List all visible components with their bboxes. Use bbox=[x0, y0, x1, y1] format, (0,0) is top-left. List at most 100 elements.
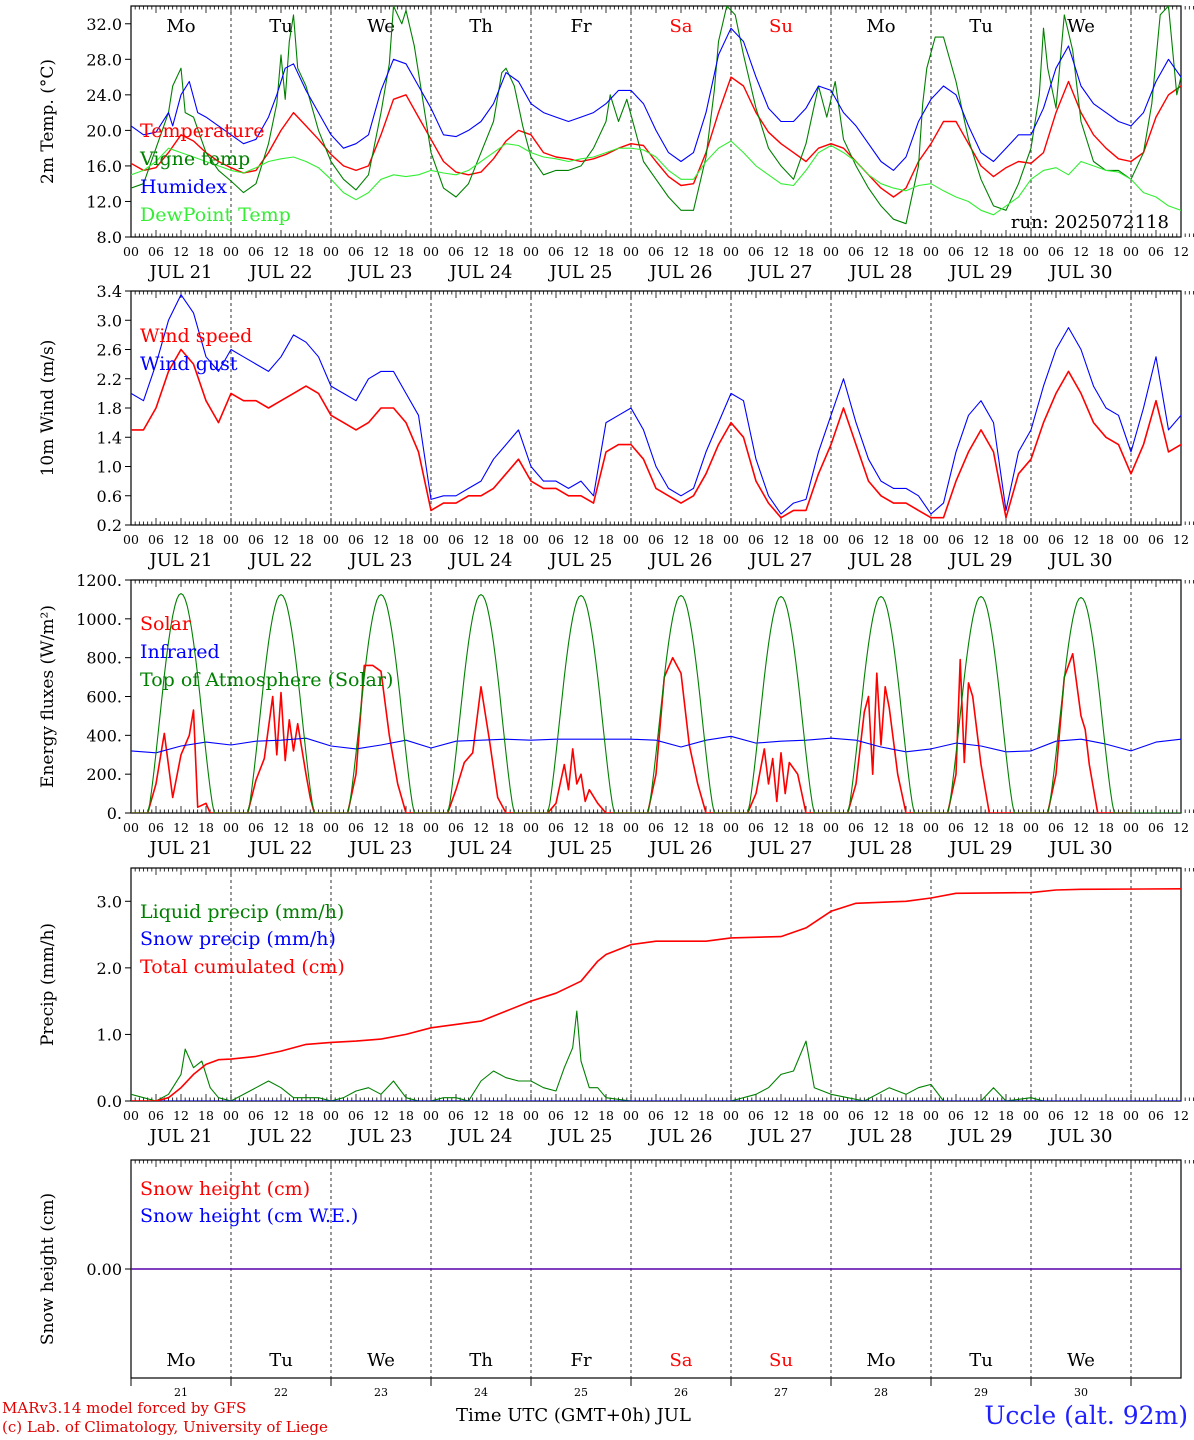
hour-tick-label: 06 bbox=[248, 820, 264, 835]
date-label: JUL 27 bbox=[748, 262, 813, 283]
hour-tick-label: 00 bbox=[123, 1108, 139, 1123]
hour-tick-label: 18 bbox=[298, 820, 314, 835]
date-label: JUL 22 bbox=[248, 838, 313, 859]
date-label: JUL 25 bbox=[548, 838, 613, 859]
y-axis-title: Energy fluxes (W/m²) bbox=[38, 605, 58, 788]
hour-tick-label: 00 bbox=[223, 820, 239, 835]
weekday-label: Tu bbox=[269, 1350, 293, 1371]
hour-tick-label: 06 bbox=[948, 244, 964, 259]
date-label: JUL 26 bbox=[648, 550, 713, 571]
hour-tick-label: 00 bbox=[823, 532, 839, 547]
y-axis-title: Snow height (cm) bbox=[38, 1193, 58, 1345]
weekday-label: Tu bbox=[969, 16, 993, 37]
panel-frame bbox=[130, 5, 1182, 238]
y-tick-label: 2.2 bbox=[97, 370, 122, 389]
hour-tick-label: 00 bbox=[423, 820, 439, 835]
hour-tick-label: 12 bbox=[773, 244, 789, 259]
credit-line-2: (c) Lab. of Climatology, University of L… bbox=[2, 1418, 328, 1436]
date-label: JUL 24 bbox=[448, 550, 513, 571]
y-tick-label: 8.0 bbox=[97, 228, 122, 247]
y-tick-label: 1.0 bbox=[97, 1025, 122, 1044]
hour-tick-label: 06 bbox=[548, 532, 564, 547]
hour-tick-label: 00 bbox=[1123, 820, 1139, 835]
date-label: JUL 29 bbox=[948, 550, 1013, 571]
series-line-infrared bbox=[131, 735, 1181, 754]
hour-tick-label: 18 bbox=[998, 532, 1014, 547]
series-line-solar bbox=[131, 653, 1131, 813]
hour-tick-label: 00 bbox=[123, 244, 139, 259]
hour-tick-label: 12 bbox=[373, 1108, 389, 1123]
date-label: JUL 23 bbox=[348, 262, 413, 283]
date-label: JUL 22 bbox=[248, 1126, 313, 1147]
hour-tick-label: 12 bbox=[473, 532, 489, 547]
hour-tick-label: 18 bbox=[498, 820, 514, 835]
series-line-dewpoint-temp bbox=[131, 140, 1181, 216]
hour-tick-label: 06 bbox=[848, 1108, 864, 1123]
legend-entry: Top of Atmosphere (Solar) bbox=[140, 669, 393, 691]
y-tick-label: 400. bbox=[86, 726, 122, 745]
hour-tick-label: 18 bbox=[898, 244, 914, 259]
hour-tick-label: 12 bbox=[273, 1108, 289, 1123]
hour-tick-label: 00 bbox=[1123, 244, 1139, 259]
legend-entry: Humidex bbox=[140, 176, 227, 198]
hour-tick-label: 12 bbox=[973, 244, 989, 259]
weekday-label: Su bbox=[769, 16, 793, 37]
hour-tick-label: 18 bbox=[598, 244, 614, 259]
hour-tick-label: 18 bbox=[498, 532, 514, 547]
y-tick-label: 32.0 bbox=[86, 15, 122, 34]
hour-tick-label: 00 bbox=[523, 820, 539, 835]
hour-tick-label: 06 bbox=[548, 1108, 564, 1123]
y-tick-label: 800. bbox=[86, 649, 122, 668]
y-tick-label: 0. bbox=[107, 804, 122, 823]
weekday-label: We bbox=[367, 16, 395, 37]
weekday-label: We bbox=[1067, 1350, 1095, 1371]
date-label: JUL 30 bbox=[1048, 550, 1113, 571]
legend-entry: Snow height (cm) bbox=[140, 1178, 310, 1200]
run-annotation: run: 2025072118 bbox=[1011, 212, 1169, 233]
legend-entry: Snow height (cm W.E.) bbox=[140, 1205, 358, 1227]
weekday-label: We bbox=[1067, 16, 1095, 37]
y-tick-label: 1.8 bbox=[97, 399, 122, 418]
date-label: JUL 26 bbox=[648, 1126, 713, 1147]
hour-tick-label: 12 bbox=[573, 244, 589, 259]
hour-tick-label: 18 bbox=[998, 820, 1014, 835]
date-label: JUL 27 bbox=[748, 550, 813, 571]
hour-tick-label: 06 bbox=[1048, 820, 1064, 835]
hour-tick-label: 06 bbox=[148, 820, 164, 835]
y-tick-label: 1200. bbox=[76, 571, 122, 590]
y-tick-label: 200. bbox=[86, 765, 122, 784]
series-line-top-of-atmosphere-solar bbox=[131, 593, 1181, 813]
legend-entry: Snow precip (mm/h) bbox=[140, 928, 336, 950]
day-of-month-label: 25 bbox=[574, 1386, 588, 1399]
y-tick-label: 0.0 bbox=[97, 1092, 122, 1111]
date-label: JUL 26 bbox=[648, 262, 713, 283]
hour-tick-label: 18 bbox=[898, 532, 914, 547]
hour-tick-label: 12 bbox=[273, 532, 289, 547]
hour-tick-label: 06 bbox=[1148, 244, 1164, 259]
hour-tick-label: 00 bbox=[1023, 244, 1039, 259]
hour-tick-label: 06 bbox=[148, 1108, 164, 1123]
date-label: JUL 28 bbox=[848, 262, 913, 283]
hour-tick-label: 18 bbox=[198, 1108, 214, 1123]
hour-tick-label: 18 bbox=[398, 244, 414, 259]
weekday-label: Tu bbox=[969, 1350, 993, 1371]
y-tick-label: 16.0 bbox=[86, 157, 122, 176]
hour-tick-label: 06 bbox=[748, 532, 764, 547]
hour-tick-label: 12 bbox=[773, 532, 789, 547]
hour-tick-label: 06 bbox=[1148, 1108, 1164, 1123]
hour-tick-label: 06 bbox=[248, 244, 264, 259]
series-line-total-cumulated-cm bbox=[131, 888, 1181, 1101]
y-tick-label: 3.0 bbox=[97, 892, 122, 911]
y-axis-title: 10m Wind (m/s) bbox=[38, 340, 58, 477]
credit-line-1: MARv3.14 model forced by GFS bbox=[2, 1399, 247, 1417]
weekday-label: Fr bbox=[570, 16, 591, 37]
date-label: JUL 29 bbox=[948, 838, 1013, 859]
hour-tick-label: 06 bbox=[648, 244, 664, 259]
hour-tick-label: 12 bbox=[1173, 244, 1189, 259]
date-label: JUL 30 bbox=[1048, 1126, 1113, 1147]
date-label: JUL 25 bbox=[548, 262, 613, 283]
hour-tick-label: 06 bbox=[448, 1108, 464, 1123]
day-of-month-label: 23 bbox=[374, 1386, 388, 1399]
hour-tick-label: 18 bbox=[698, 1108, 714, 1123]
series-line-wind-speed bbox=[131, 348, 1181, 519]
